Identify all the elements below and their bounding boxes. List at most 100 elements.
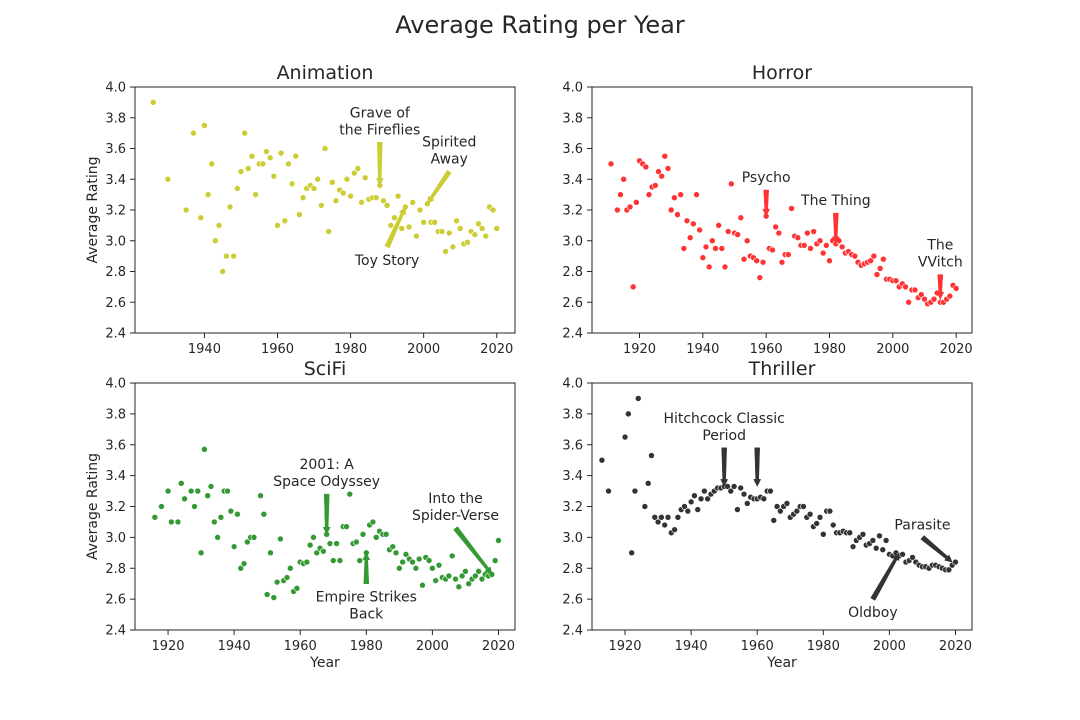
x-tick-label: 1940 [188,342,221,357]
data-point [442,248,449,255]
data-point [690,220,697,228]
data-point [652,182,659,189]
data-point [777,507,784,515]
data-point [409,199,416,206]
x-tick-label: 2000 [873,639,906,654]
data-point [292,152,300,160]
data-point [201,446,208,453]
annotation-label: Spider-Verse [412,508,499,524]
data-point [869,537,877,544]
data-point [372,194,380,201]
subplot-title: Horror [752,62,812,84]
y-tick-label: 2.6 [562,593,583,608]
y-tick-label: 3.2 [105,500,126,515]
x-tick-label: 2020 [940,342,973,357]
data-point [785,251,792,258]
data-point [674,514,682,521]
y-tick-label: 2.6 [562,296,583,311]
data-point [702,243,710,251]
data-point [769,246,776,254]
data-point [283,574,291,581]
data-point [899,551,906,558]
data-point [807,245,814,252]
data-point [260,510,268,518]
data-point [605,487,612,495]
data-point [625,410,632,418]
x-tick-label: 1940 [675,639,708,654]
data-point [448,552,456,560]
data-point [455,583,463,591]
data-point [760,495,768,503]
y-tick-label: 3.0 [562,531,583,546]
subplot-title: SciFi [304,358,347,380]
data-point [651,514,659,521]
data-point [946,292,954,300]
data-point [945,566,953,574]
data-point [237,564,245,572]
data-point [872,544,880,552]
data-point [620,175,627,183]
data-point [241,129,248,137]
x-tick-label: 1940 [218,639,251,654]
data-point [293,585,301,592]
data-point [489,206,497,214]
data-point [270,594,278,601]
data-point [641,503,649,510]
y-tick-label: 3.8 [562,407,583,422]
data-point [478,225,486,232]
data-point [234,185,241,192]
y-tick-label: 3.2 [562,500,583,515]
x-tick-label: 1960 [750,342,783,357]
annotation-arrow [762,189,771,217]
data-point [415,555,423,563]
annotation-arrow [831,212,840,245]
data-point [230,543,238,550]
x-tick-label: 1980 [813,342,846,357]
data-point [734,506,741,513]
data-point [201,122,208,129]
y-tick-label: 3.6 [562,438,583,453]
data-point [740,255,748,263]
data-point [359,530,367,538]
data-point [674,211,681,218]
annotation-label: Away [431,152,468,168]
data-point [266,154,274,162]
x-tick-label: 2000 [416,639,449,654]
data-point [633,199,640,206]
data-point [794,234,802,241]
data-point [248,152,256,160]
x-tick-label: 2000 [876,342,909,357]
y-tick-label: 2.4 [562,327,583,342]
data-point [361,174,369,182]
annotation-arrow [920,535,953,563]
data-point [482,232,490,240]
data-point [389,543,397,550]
y-tick-label: 3.2 [562,204,583,219]
data-point [952,558,959,566]
data-point [671,194,678,201]
data-point [458,572,466,580]
annotation-label: Toy Story [354,253,419,269]
data-point [820,530,827,538]
y-tick-label: 2.4 [105,624,126,639]
annotation-label: the Fireflies [339,122,420,138]
annotation-label: The [926,238,953,254]
data-point [453,217,460,225]
data-point [743,237,751,245]
data-point [819,249,827,257]
x-tick-label: 2020 [939,639,972,654]
data-point [369,518,377,526]
data-point [224,487,231,495]
data-point [697,495,705,503]
data-point [876,265,884,272]
data-point [226,203,234,211]
y-tick-label: 2.4 [105,327,126,342]
annotation-label: Period [702,428,746,444]
data-point [405,223,413,231]
data-point [350,169,358,177]
data-point [339,189,347,197]
data-point [921,295,928,303]
data-point [164,487,172,495]
data-point [800,242,808,249]
